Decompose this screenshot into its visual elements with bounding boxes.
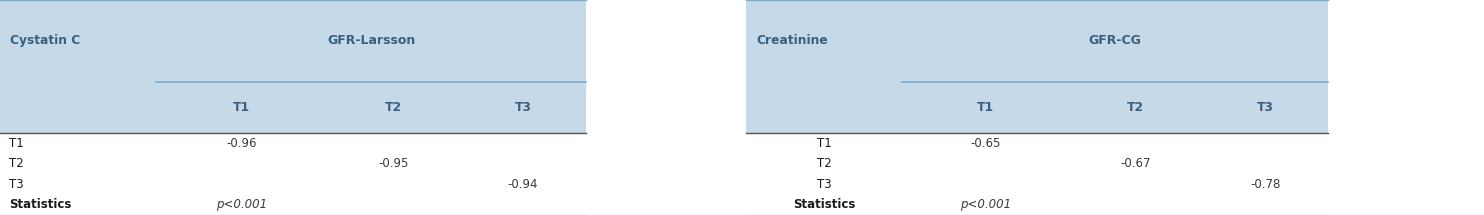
Text: Creatinine: Creatinine xyxy=(757,34,828,47)
Text: -0.67: -0.67 xyxy=(1120,157,1150,170)
Text: T1: T1 xyxy=(233,101,249,114)
Text: -0.95: -0.95 xyxy=(378,157,408,170)
Text: T1: T1 xyxy=(818,137,831,150)
Text: Statistics: Statistics xyxy=(9,198,71,211)
Text: -0.94: -0.94 xyxy=(508,178,539,191)
Text: T2: T2 xyxy=(1126,101,1144,114)
Bar xyxy=(746,0,1328,133)
Text: Statistics: Statistics xyxy=(792,198,856,211)
Text: T3: T3 xyxy=(818,178,831,191)
Text: -0.96: -0.96 xyxy=(226,137,257,150)
Text: T1: T1 xyxy=(9,137,24,150)
Text: T3: T3 xyxy=(515,101,531,114)
Text: T1: T1 xyxy=(976,101,994,114)
Text: p<0.001: p<0.001 xyxy=(215,198,267,211)
Text: Cystatin C: Cystatin C xyxy=(10,34,80,47)
Text: T2: T2 xyxy=(818,157,831,170)
Text: GFR-Larsson: GFR-Larsson xyxy=(326,34,416,47)
Text: GFR-CG: GFR-CG xyxy=(1089,34,1141,47)
Text: T2: T2 xyxy=(9,157,24,170)
Text: T3: T3 xyxy=(9,178,24,191)
Bar xyxy=(0,133,1484,215)
Text: T2: T2 xyxy=(384,101,402,114)
Text: p<0.001: p<0.001 xyxy=(960,198,1011,211)
Bar xyxy=(0,0,586,133)
Text: T3: T3 xyxy=(1257,101,1273,114)
Text: -0.65: -0.65 xyxy=(971,137,1000,150)
Text: -0.78: -0.78 xyxy=(1250,178,1281,191)
